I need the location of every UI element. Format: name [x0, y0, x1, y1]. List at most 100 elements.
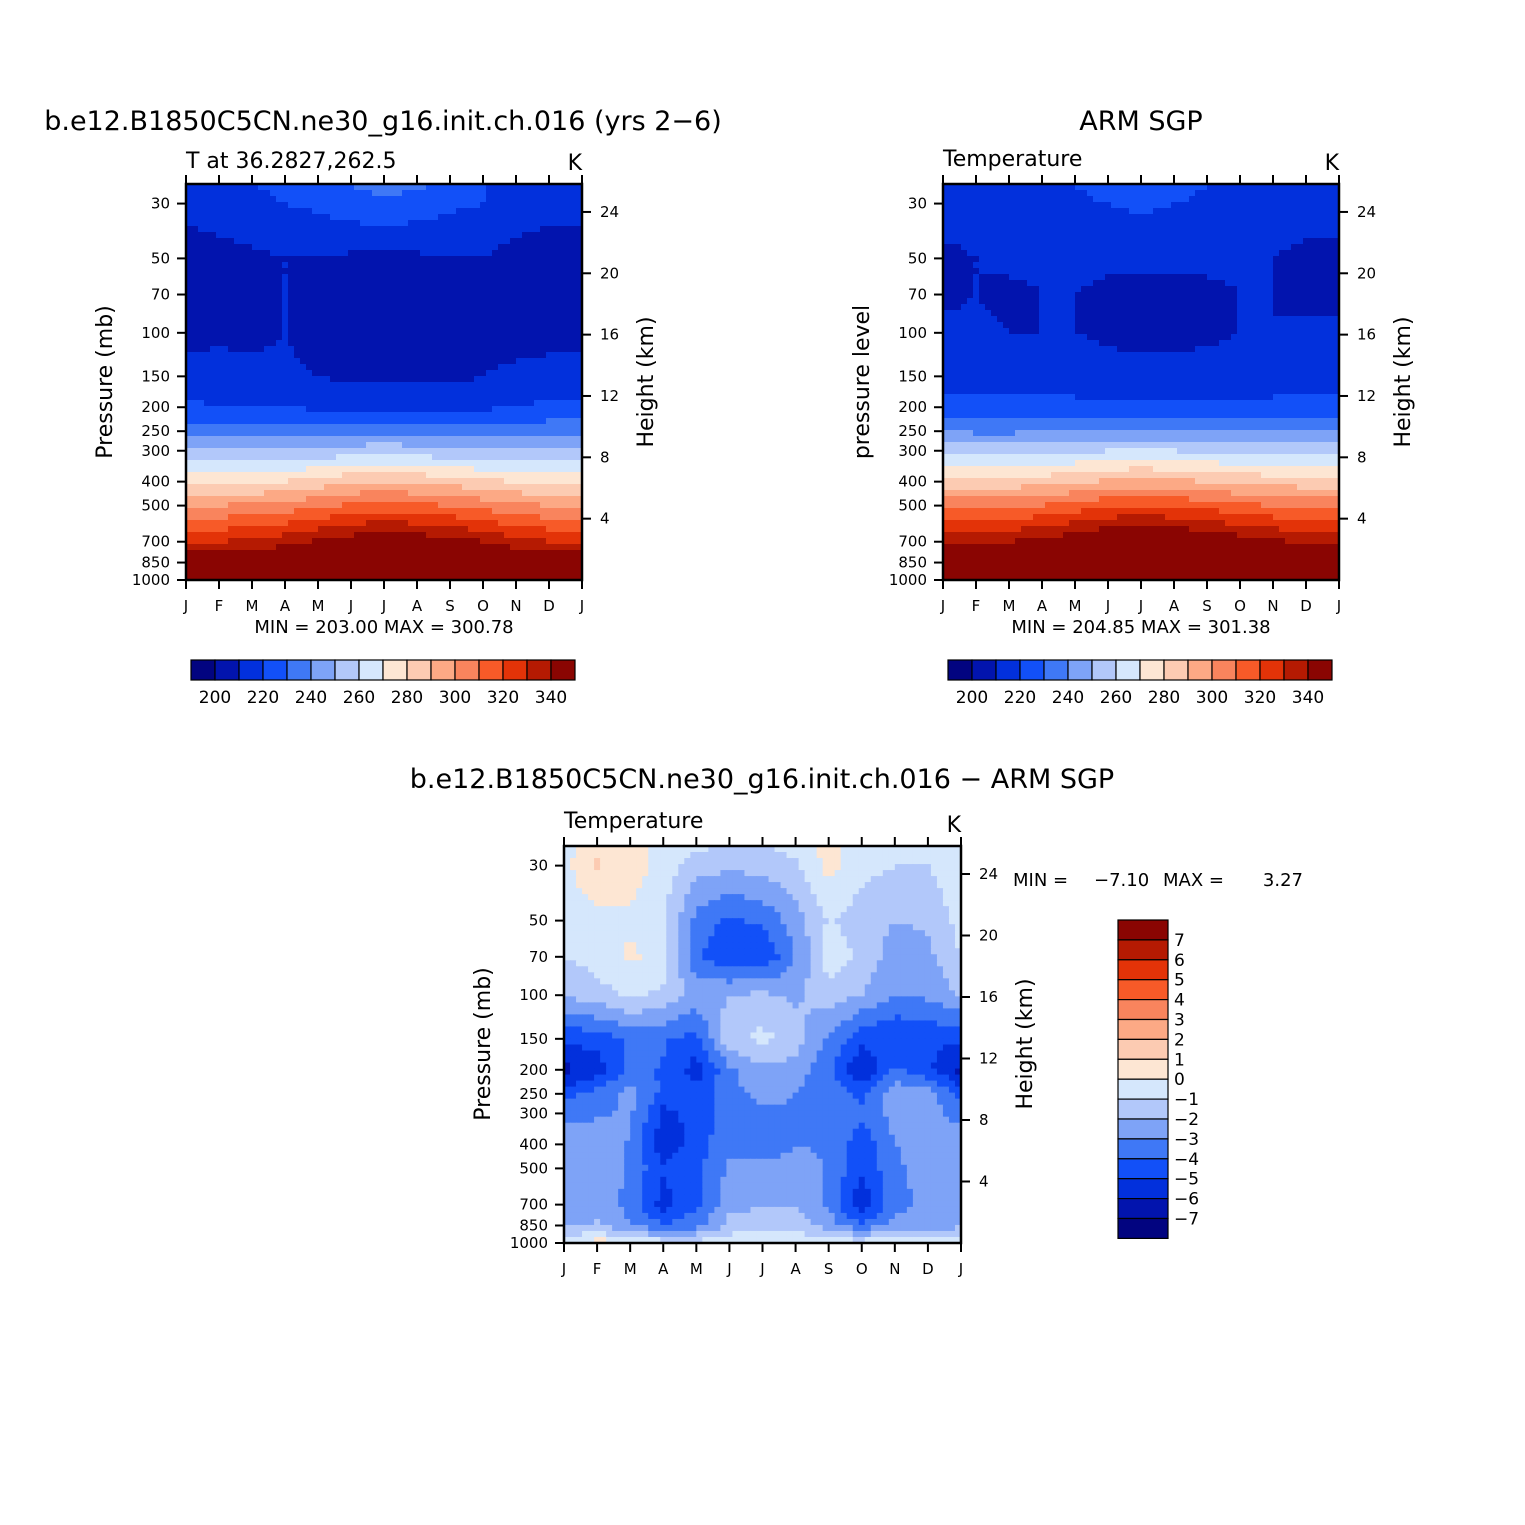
contour-cell: [294, 574, 301, 581]
contour-cell: [438, 532, 445, 539]
contour-cell: [258, 514, 265, 521]
contour-cell: [324, 382, 331, 389]
contour-cell: [210, 304, 217, 311]
contour-cell: [552, 394, 559, 401]
contour-cell: [486, 484, 493, 491]
contour-cell: [324, 232, 331, 239]
contour-cell: [330, 262, 337, 269]
contour-cell: [204, 538, 211, 545]
contour-cell: [468, 556, 475, 563]
contour-cell: [408, 454, 415, 461]
contour-cell: [240, 406, 247, 413]
contour-cell: [528, 562, 535, 569]
contour-cell: [510, 448, 517, 455]
contour-cell: [354, 274, 361, 281]
contour-cell: [366, 196, 373, 203]
contour-cell: [1105, 220, 1112, 227]
contour-cell: [1033, 214, 1040, 221]
contour-cell: [390, 478, 397, 485]
contour-cell: [222, 322, 229, 329]
contour-cell: [228, 394, 235, 401]
y-tick-label: 400: [141, 473, 170, 491]
contour-cell: [426, 292, 433, 299]
contour-cell: [450, 490, 457, 497]
contour-cell: [516, 394, 523, 401]
contour-cell: [312, 496, 319, 503]
contour-cell: [336, 526, 343, 533]
contour-cell: [570, 550, 577, 557]
contour-cell: [510, 424, 517, 431]
contour-cell: [486, 508, 493, 515]
contour-cell: [1117, 214, 1124, 221]
contour-cell: [480, 244, 487, 251]
contour-cell: [576, 316, 583, 323]
contour-cell: [198, 316, 205, 323]
contour-cell: [1177, 214, 1184, 221]
contour-cell: [480, 256, 487, 263]
contour-cell: [570, 304, 577, 311]
contour-cell: [198, 568, 205, 575]
contour-cell: [198, 400, 205, 407]
contour-cell: [342, 574, 349, 581]
contour-cell: [354, 448, 361, 455]
contour-cell: [288, 550, 295, 557]
contour-cell: [282, 196, 289, 203]
contour-cell: [318, 358, 325, 365]
contour-cell: [318, 472, 325, 479]
contour-cell: [228, 232, 235, 239]
contour-cell: [372, 280, 379, 287]
contour-cell: [468, 286, 475, 293]
contour-cell: [378, 412, 385, 419]
contour-cell: [186, 556, 193, 563]
contour-cell: [420, 532, 427, 539]
contour-cell: [576, 496, 583, 503]
contour-cell: [252, 250, 259, 257]
contour-cell: [1273, 190, 1280, 197]
contour-cell: [414, 406, 421, 413]
contour-cell: [486, 244, 493, 251]
contour-cell: [264, 502, 271, 509]
contour-cell: [294, 292, 301, 299]
contour-cell: [504, 190, 511, 197]
contour-cell: [192, 250, 199, 257]
contour-cell: [396, 316, 403, 323]
contour-cell: [552, 202, 559, 209]
contour-cell: [360, 496, 367, 503]
contour-cell: [462, 346, 469, 353]
contour-cell: [264, 256, 271, 263]
contour-cell: [384, 478, 391, 485]
contour-cell: [228, 190, 235, 197]
contour-cell: [570, 484, 577, 491]
contour-cell: [468, 190, 475, 197]
contour-cell: [252, 472, 259, 479]
contour-cell: [324, 520, 331, 527]
contour-cell: [330, 490, 337, 497]
contour-cell: [432, 250, 439, 257]
contour-cell: [498, 514, 505, 521]
contour-cell: [396, 208, 403, 215]
contour-cell: [330, 316, 337, 323]
contour-cell: [300, 364, 307, 371]
contour-cell: [480, 334, 487, 341]
contour-cell: [216, 388, 223, 395]
contour-cell: [444, 238, 451, 245]
contour-cell: [1033, 202, 1040, 209]
contour-cell: [1189, 184, 1196, 191]
contour-cell: [348, 298, 355, 305]
contour-cell: [564, 562, 571, 569]
contour-cell: [396, 244, 403, 251]
contour-cell: [246, 340, 253, 347]
contour-cell: [420, 574, 427, 581]
contour-cell: [462, 292, 469, 299]
contour-cell: [462, 190, 469, 197]
contour-cell: [270, 298, 277, 305]
contour-cell: [228, 322, 235, 329]
contour-cell: [1243, 190, 1250, 197]
contour-cell: [1213, 208, 1220, 215]
contour-cell: [450, 202, 457, 209]
contour-cell: [402, 526, 409, 533]
contour-cell: [462, 406, 469, 413]
contour-cell: [312, 400, 319, 407]
contour-cell: [372, 490, 379, 497]
contour-cell: [240, 208, 247, 215]
